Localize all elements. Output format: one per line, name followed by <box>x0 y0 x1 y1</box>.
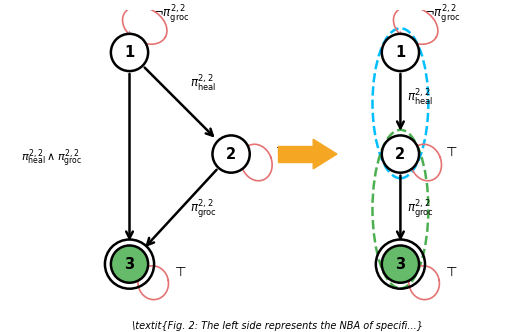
Text: $\pi^{2,2}_{\mathrm{heal}} \wedge \pi^{2,2}_{\mathrm{groc}}$: $\pi^{2,2}_{\mathrm{heal}} \wedge \pi^{2… <box>21 147 83 170</box>
Polygon shape <box>313 139 337 169</box>
Text: 2: 2 <box>395 146 405 162</box>
Text: $\top$: $\top$ <box>273 146 288 159</box>
Text: $\top$: $\top$ <box>172 266 187 279</box>
Text: $\neg\pi^{2,2}_{\mathrm{groc}}$: $\neg\pi^{2,2}_{\mathrm{groc}}$ <box>424 3 461 25</box>
Text: 1: 1 <box>395 45 405 60</box>
Circle shape <box>212 135 250 173</box>
Text: 3: 3 <box>124 257 135 272</box>
Bar <box>278 146 313 162</box>
Circle shape <box>111 245 148 283</box>
Text: $\pi^{2,2}_{\mathrm{heal}}$: $\pi^{2,2}_{\mathrm{heal}}$ <box>190 72 217 93</box>
Circle shape <box>382 245 419 283</box>
Text: $\top$: $\top$ <box>443 146 458 159</box>
Circle shape <box>382 34 419 71</box>
Text: \textit{Fig. 2: The left side represents the NBA of specifi...}: \textit{Fig. 2: The left side represents… <box>132 321 423 331</box>
Text: $\pi^{2,2}_{\mathrm{groc}}$: $\pi^{2,2}_{\mathrm{groc}}$ <box>407 198 434 220</box>
Circle shape <box>111 34 148 71</box>
Text: $\top$: $\top$ <box>443 266 458 279</box>
Text: $\neg\pi^{2,2}_{\mathrm{groc}}$: $\neg\pi^{2,2}_{\mathrm{groc}}$ <box>153 3 190 25</box>
Text: $\pi^{2,2}_{\mathrm{groc}}$: $\pi^{2,2}_{\mathrm{groc}}$ <box>190 198 217 220</box>
Text: 2: 2 <box>226 146 236 162</box>
Circle shape <box>382 135 419 173</box>
Text: $\pi^{2,2}_{\mathrm{heal}}$: $\pi^{2,2}_{\mathrm{heal}}$ <box>407 86 433 107</box>
Text: 3: 3 <box>395 257 405 272</box>
Text: 1: 1 <box>124 45 135 60</box>
